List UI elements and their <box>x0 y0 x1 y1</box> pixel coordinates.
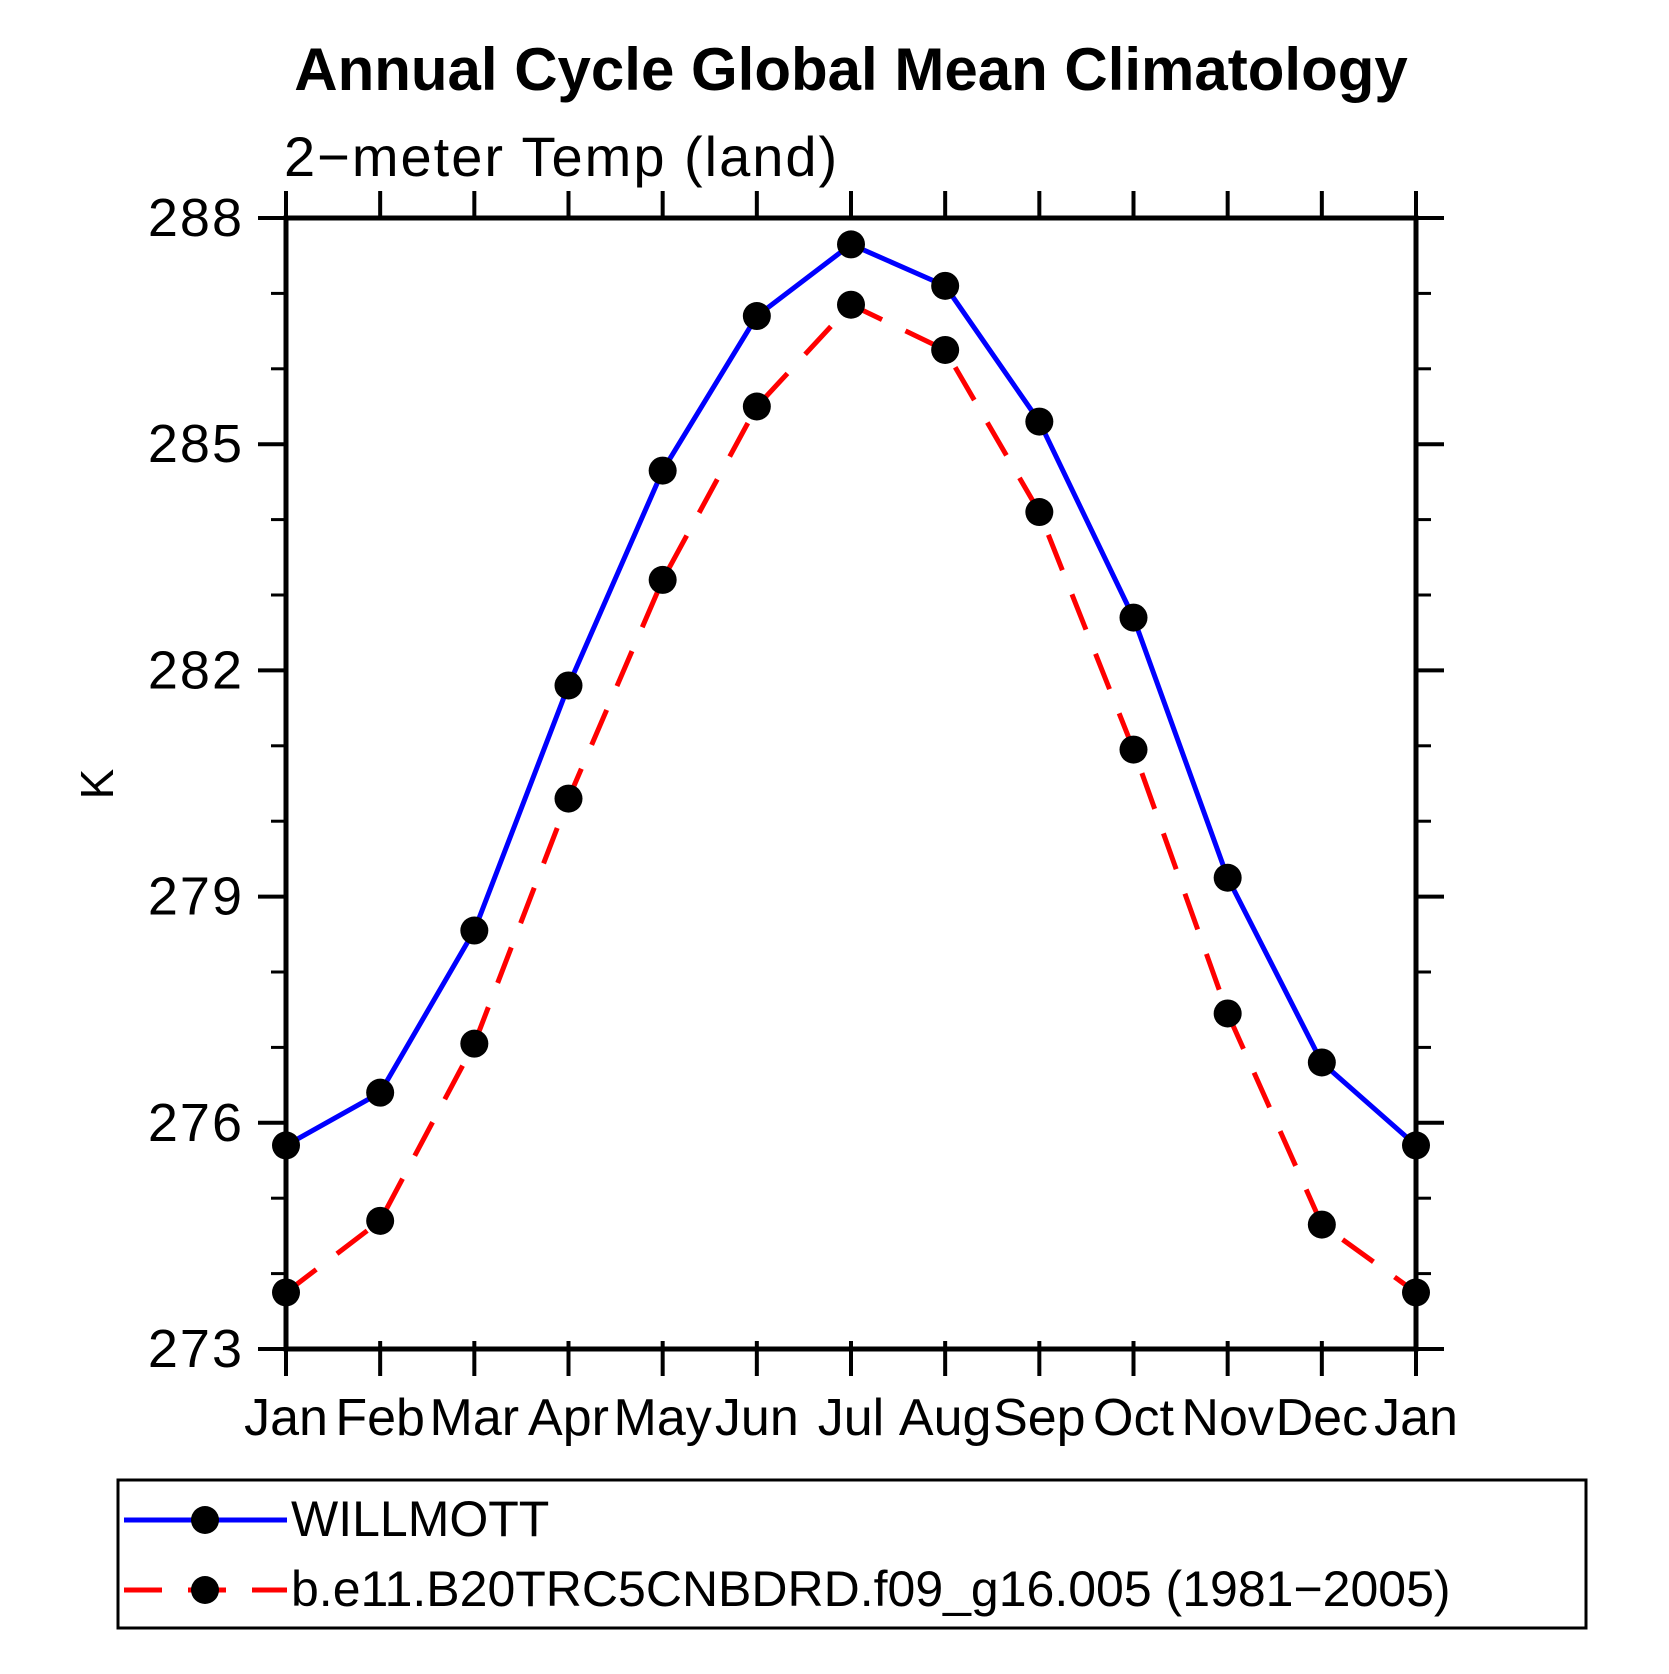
model-point <box>1119 735 1148 764</box>
legend: WILLMOTT b.e11.B20TRC5CNBDRD.f09_g16.005… <box>116 1478 1588 1630</box>
y-tick-label: 276 <box>148 1093 244 1153</box>
willmott-point <box>1213 863 1242 892</box>
legend-swatches <box>124 1506 287 1604</box>
willmott-point <box>1025 407 1054 436</box>
willmott-point <box>742 302 771 331</box>
month-label: Jul <box>818 1389 884 1447</box>
model-point <box>742 392 771 421</box>
model-point <box>554 784 583 813</box>
model-point <box>460 1029 489 1058</box>
y-tick-label: 282 <box>148 640 244 700</box>
willmott-point <box>648 456 677 485</box>
model-point <box>1025 498 1054 527</box>
legend-label-willmott: WILLMOTT <box>291 1491 549 1547</box>
month-label: Mar <box>430 1389 520 1447</box>
model-point <box>648 565 677 594</box>
willmott-point <box>1307 1048 1336 1077</box>
willmott-point <box>460 916 489 945</box>
model-point <box>366 1206 395 1235</box>
y-tick-label: 273 <box>148 1319 244 1379</box>
month-label: Aug <box>899 1389 992 1447</box>
willmott-point <box>272 1131 300 1160</box>
plot-frame <box>283 215 1419 1352</box>
model-point <box>1402 1278 1430 1307</box>
y-tick-label: 279 <box>148 867 244 927</box>
model-point <box>1307 1210 1336 1239</box>
willmott-point <box>837 230 865 259</box>
chart-title: Annual Cycle Global Mean Climatology <box>294 36 1408 103</box>
model-line <box>284 302 1418 1295</box>
month-label: Sep <box>993 1389 1086 1447</box>
willmott-line <box>284 241 1418 1148</box>
model-point <box>1213 999 1242 1028</box>
legend-marker-willmott <box>191 1506 219 1534</box>
month-label: Dec <box>1276 1389 1368 1447</box>
y-tick-label: 285 <box>148 414 244 474</box>
willmott-point <box>554 671 583 700</box>
month-label: Oct <box>1093 1389 1174 1447</box>
month-label: Apr <box>528 1389 609 1447</box>
month-label: May <box>614 1389 712 1447</box>
y-tick-label: 288 <box>148 188 244 248</box>
legend-label-model: b.e11.B20TRC5CNBDRD.f09_g16.005 (1981−20… <box>291 1561 1451 1617</box>
legend-box <box>116 1478 1588 1630</box>
series-lines <box>284 241 1418 1295</box>
month-label: Jun <box>715 1389 799 1447</box>
model-point <box>931 335 960 364</box>
model-point <box>272 1278 300 1307</box>
month-label: Feb <box>335 1389 425 1447</box>
chart-subtitle: 2−meter Temp (land) <box>284 125 839 188</box>
month-label: Nov <box>1181 1389 1273 1447</box>
willmott-point <box>1119 603 1148 632</box>
axis-ticks <box>258 191 1444 1376</box>
willmott-point <box>931 271 960 300</box>
month-label: Jan <box>244 1389 328 1447</box>
willmott-point <box>1402 1131 1430 1160</box>
month-label: Jan <box>1374 1389 1458 1447</box>
willmott-point <box>366 1078 395 1107</box>
model-point <box>837 290 865 319</box>
series-markers <box>272 230 1430 1307</box>
y-axis-label: K <box>71 768 123 799</box>
legend-marker-model <box>191 1576 219 1604</box>
